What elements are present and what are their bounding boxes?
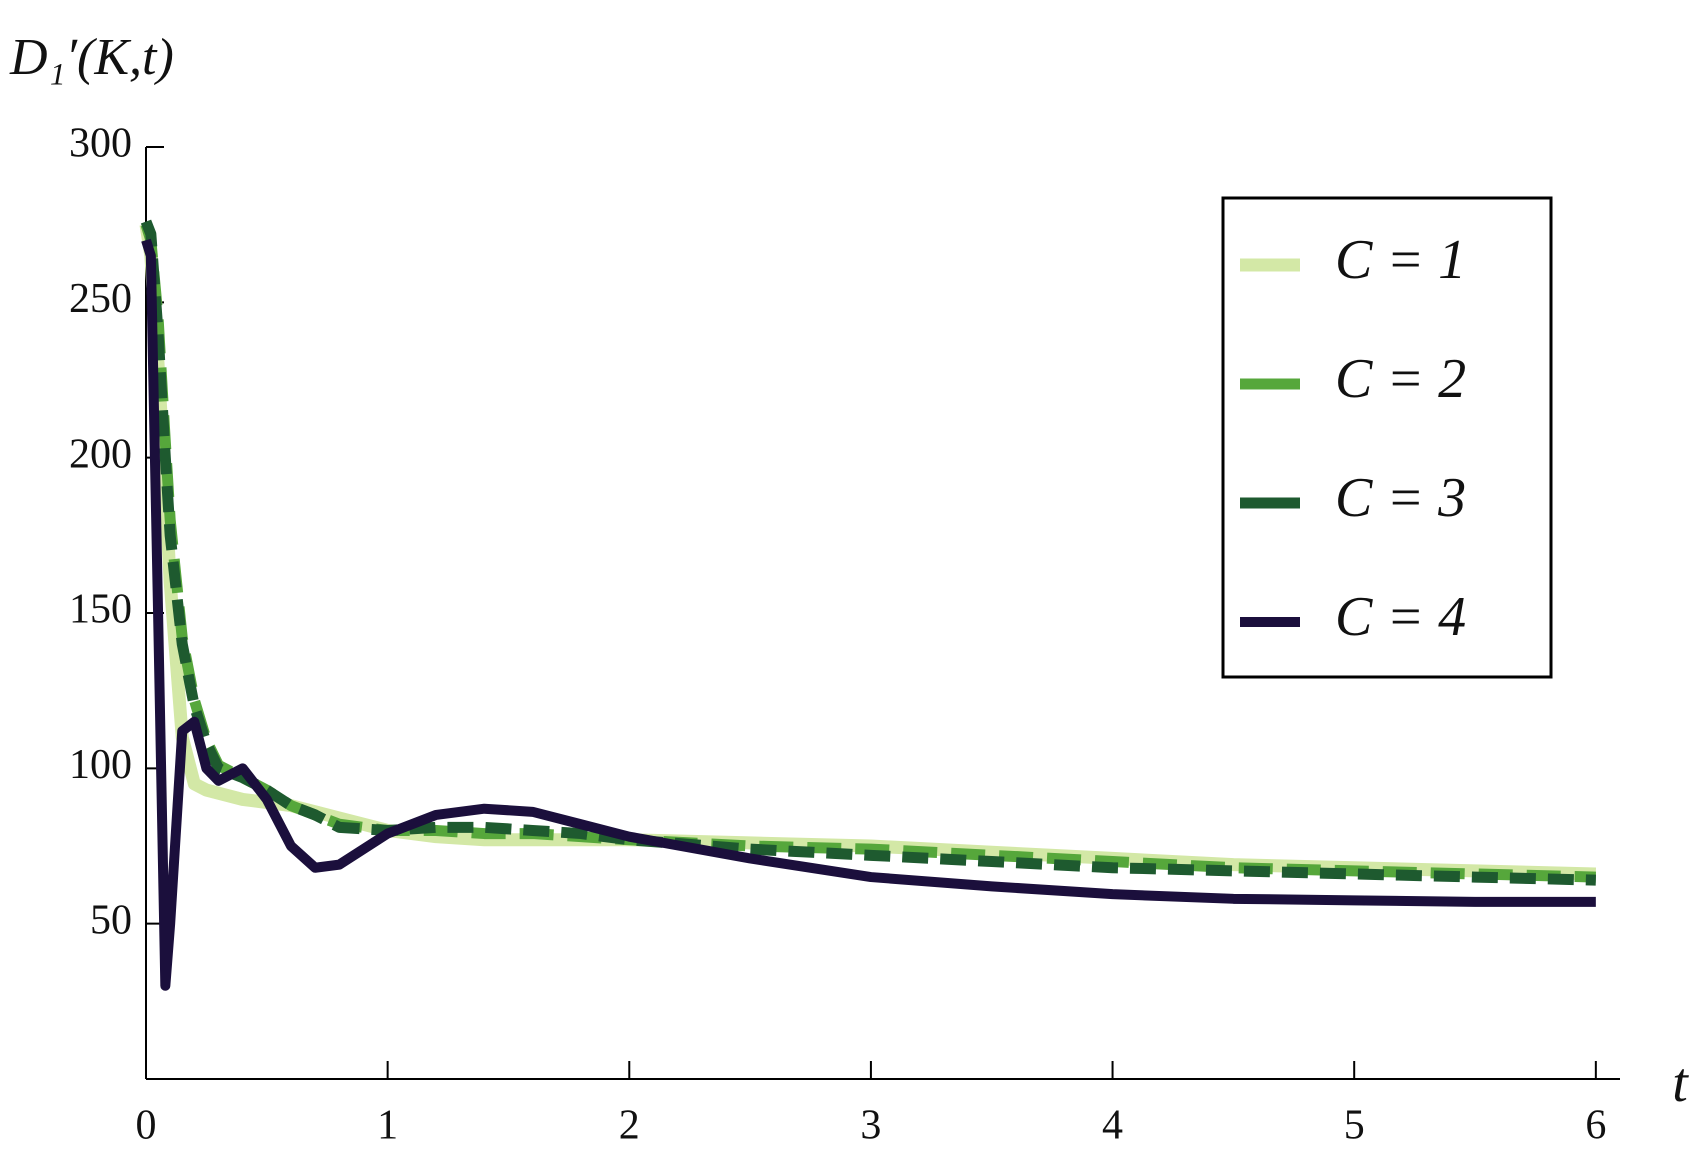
y-tick-label: 250: [69, 276, 132, 322]
x-tick-label: 4: [1102, 1103, 1123, 1149]
legend-label: C = 2: [1335, 348, 1466, 410]
legend-label: C = 1: [1335, 229, 1466, 291]
x-tick-label: 2: [619, 1103, 640, 1149]
y-axis-label: D₁′(K,t): [9, 29, 174, 86]
legend-label: C = 4: [1335, 586, 1466, 648]
x-tick-label: 1: [377, 1103, 398, 1149]
legend-label: C = 3: [1335, 467, 1466, 529]
y-tick-label: 150: [69, 587, 132, 633]
series-line: [141, 238, 1596, 991]
y-tick-label: 100: [69, 742, 132, 788]
x-tick-label: 0: [136, 1103, 157, 1149]
x-tick-label: 3: [860, 1103, 881, 1149]
x-tick-label: 6: [1585, 1103, 1606, 1149]
legend-box: [1221, 196, 1553, 679]
x-axis-label: t: [1672, 1052, 1689, 1114]
y-tick-label: 50: [90, 897, 132, 943]
y-tick-label: 300: [69, 121, 132, 167]
x-tick-label: 5: [1344, 1103, 1365, 1149]
y-tick-label: 200: [69, 431, 132, 477]
